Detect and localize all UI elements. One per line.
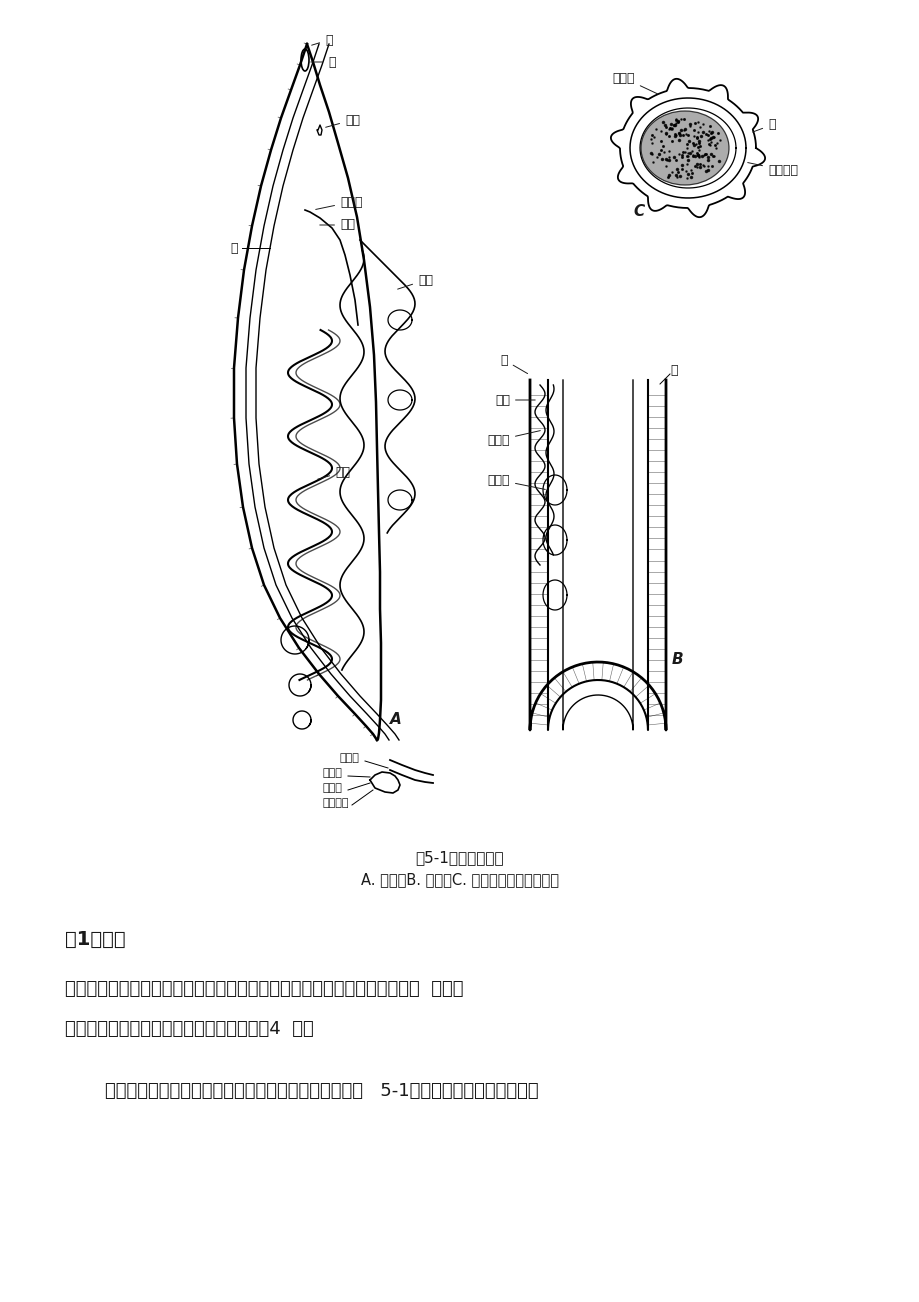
Text: 肠: 肠 — [500, 354, 527, 374]
Text: 卵巢: 卵巢 — [397, 273, 433, 289]
Text: 精巢: 精巢 — [494, 393, 535, 406]
Text: 壳: 壳 — [752, 118, 775, 132]
Text: 交接刺囊: 交接刺囊 — [323, 798, 349, 809]
Text: A: A — [390, 712, 402, 728]
Text: 口: 口 — [312, 34, 332, 47]
Text: 输精管: 输精管 — [487, 431, 539, 447]
Text: 阴道: 阴道 — [320, 219, 355, 232]
Text: 打开蛔虫体壁，在体壁与肠壁之间为宽广的原体腔（图   5-1）。原体腔不与外界相通，: 打开蛔虫体壁，在体壁与肠壁之间为宽广的原体腔（图 5-1）。原体腔不与外界相通， — [105, 1082, 538, 1100]
Text: B: B — [671, 652, 683, 668]
Text: 咽: 咽 — [311, 56, 335, 69]
Text: C: C — [632, 204, 643, 220]
Text: 蛔虫背面和腹面的正中各有一条背线和腹线，在身体的两侧分别可见到侧线  是体壁: 蛔虫背面和腹面的正中各有一条背线和腹线，在身体的两侧分别可见到侧线 是体壁 — [65, 980, 463, 999]
Text: 表皮层加厚的部分，将体壁的肌肉层分隔成4  列。: 表皮层加厚的部分，将体壁的肌肉层分隔成4 列。 — [65, 1019, 313, 1038]
Text: （1）体线: （1）体线 — [65, 930, 126, 949]
Text: 蛋白质膜: 蛋白质膜 — [747, 163, 797, 177]
Text: 结合子: 结合子 — [612, 72, 657, 94]
Text: 图5-1蛔虫内部解剖: 图5-1蛔虫内部解剖 — [415, 850, 504, 865]
Text: 泄殖孔: 泄殖孔 — [323, 768, 343, 779]
Text: 生殖孔: 生殖孔 — [315, 195, 362, 210]
Text: A. 雌虫；B. 雄虫；C. 虫卵。（自江静波等）: A. 雌虫；B. 雄虫；C. 虫卵。（自江静波等） — [360, 872, 559, 887]
Text: 泄殖腔: 泄殖腔 — [323, 783, 343, 793]
Ellipse shape — [641, 111, 728, 185]
Text: 肠: 肠 — [669, 363, 676, 376]
Text: 交接刺: 交接刺 — [340, 753, 359, 763]
Text: 侧腺: 侧腺 — [325, 113, 359, 128]
Text: 肠: 肠 — [230, 241, 237, 254]
Text: 储精囊: 储精囊 — [487, 474, 545, 490]
Text: 子宫: 子宫 — [317, 466, 349, 479]
